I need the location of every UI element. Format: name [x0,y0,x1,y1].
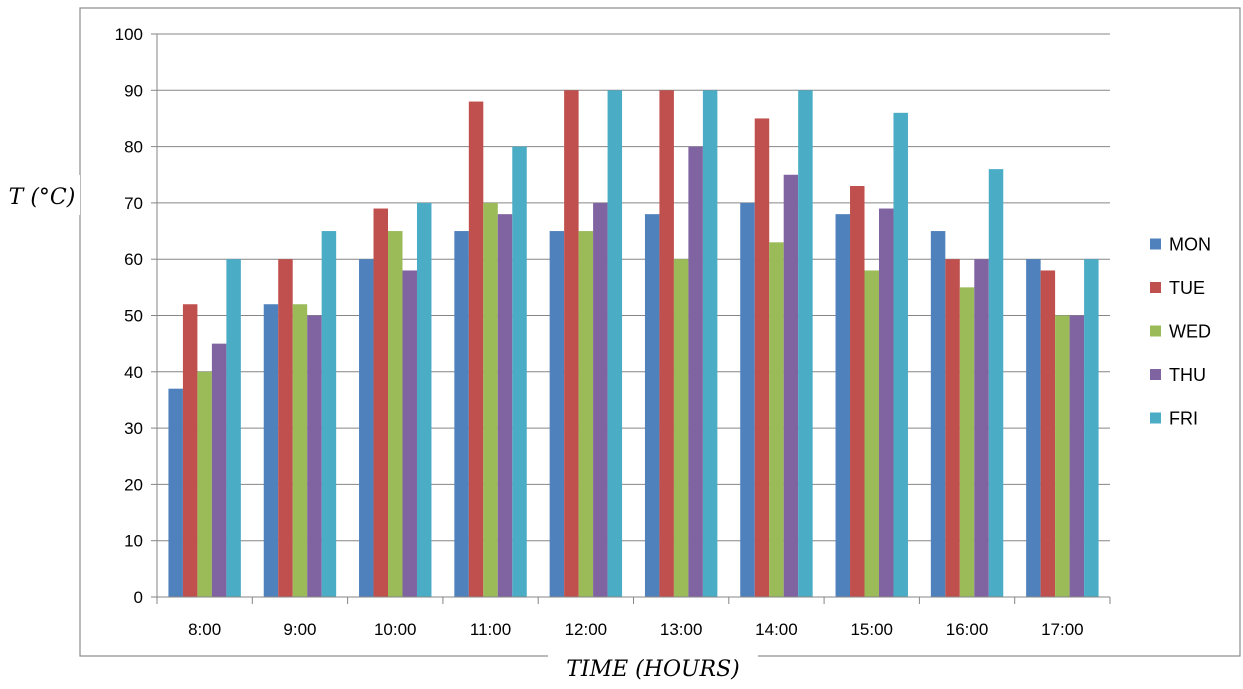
x-tick-label-12-00: 12:00 [565,620,608,639]
legend: MON TUE WED THU FRI [1150,235,1211,429]
y-tick-label-60: 60 [124,250,143,269]
bar-mon-11-00 [454,231,469,598]
legend-swatch-wed [1150,325,1161,337]
bar-fri-12-00 [607,90,623,598]
y-tick-label-90: 90 [124,81,143,100]
bar-tue-12-00 [564,90,579,598]
legend-swatch-fri [1150,412,1161,424]
y-tick-label-0: 0 [134,588,143,607]
legend-label-fri: FRI [1169,409,1198,429]
bar-wed-9-00 [292,304,308,597]
bar-mon-8-00 [168,388,183,597]
bar-tue-9-00 [278,259,293,597]
bar-thu-11-00 [497,214,513,597]
x-tick-label-15-00: 15:00 [850,620,893,639]
legend-swatch-tue [1150,282,1161,293]
bar-thu-17-00 [1069,315,1085,597]
y-axis-title-backdrop [4,175,80,215]
bar-wed-16-00 [959,287,975,597]
legend-swatch-thu [1150,369,1161,380]
bar-thu-14-00 [783,174,799,597]
bar-thu-9-00 [307,315,322,597]
y-tick-label-50: 50 [124,307,143,326]
x-tick-label-11-00: 11:00 [470,620,511,639]
bar-fri-15-00 [893,112,908,597]
x-tick-label-9-00: 9:00 [283,620,316,639]
y-tick-label-70: 70 [124,194,143,213]
bar-wed-17-00 [1055,315,1070,597]
bar-wed-8-00 [197,371,212,597]
bar-fri-14-00 [798,90,813,598]
bar-mon-14-00 [740,202,755,597]
bar-fri-9-00 [321,231,337,598]
legend-label-tue: TUE [1169,278,1205,298]
bar-tue-13-00 [659,90,674,598]
bar-tue-14-00 [754,118,770,597]
y-tick-label-30: 30 [124,419,143,438]
bar-mon-16-00 [930,231,946,598]
legend-swatch-mon [1150,238,1161,250]
x-tick-label-8-00: 8:00 [188,620,221,639]
y-tick-label-20: 20 [124,475,143,494]
bar-mon-12-00 [549,231,565,598]
bar-thu-13-00 [688,146,703,597]
y-tick-label-100: 100 [115,25,143,44]
bar-fri-16-00 [988,169,1004,597]
tick-labels: 0 10 20 30 40 50 60 70 80 90 100 8:00 9:00 10:00 11:00… [115,25,1084,639]
bar-wed-12-00 [578,231,594,598]
bar-wed-14-00 [769,242,784,597]
bar-thu-12-00 [593,202,608,597]
x-tick-label-17-00: 17:00 [1041,620,1084,639]
bar-tue-17-00 [1040,270,1056,597]
bar-mon-15-00 [835,214,851,597]
bars [168,90,1099,598]
bar-wed-10-00 [388,231,403,598]
bar-tue-11-00 [468,101,484,597]
y-tick-label-10: 10 [124,532,143,551]
x-axis-title: TIME (HOURS) [566,657,740,682]
axes [151,33,1111,604]
bar-tue-8-00 [182,304,198,597]
bar-tue-16-00 [945,259,960,597]
x-tick-label-16-00: 16:00 [946,620,989,639]
legend-label-wed: WED [1169,322,1211,342]
bar-thu-10-00 [402,270,417,597]
legend-label-thu: THU [1169,365,1206,385]
bar-wed-11-00 [483,202,498,597]
bar-fri-17-00 [1084,259,1099,597]
bar-thu-15-00 [878,208,894,597]
bar-mon-17-00 [1026,259,1041,597]
y-tick-label-40: 40 [124,363,143,382]
bar-mon-10-00 [359,259,374,597]
x-axis-title-backdrop [548,648,758,682]
x-tick-label-10-00: 10:00 [374,620,417,639]
bar-tue-10-00 [373,208,389,597]
bar-mon-9-00 [263,304,279,597]
bar-tue-15-00 [850,186,865,597]
y-tick-label-80: 80 [124,138,143,157]
x-tick-label-14-00: 14:00 [755,620,798,639]
bar-thu-16-00 [974,259,989,597]
bar-mon-13-00 [644,214,660,597]
bar-wed-15-00 [864,270,879,597]
bar-thu-8-00 [211,343,227,597]
bar-fri-11-00 [512,146,527,597]
y-axis-title: T (°C) [9,185,76,210]
bar-fri-10-00 [416,202,432,597]
bar-fri-13-00 [702,90,718,598]
legend-label-mon: MON [1169,235,1211,255]
x-tick-label-13-00: 13:00 [660,620,703,639]
bar-fri-8-00 [226,259,241,597]
bar-wed-13-00 [673,259,689,597]
